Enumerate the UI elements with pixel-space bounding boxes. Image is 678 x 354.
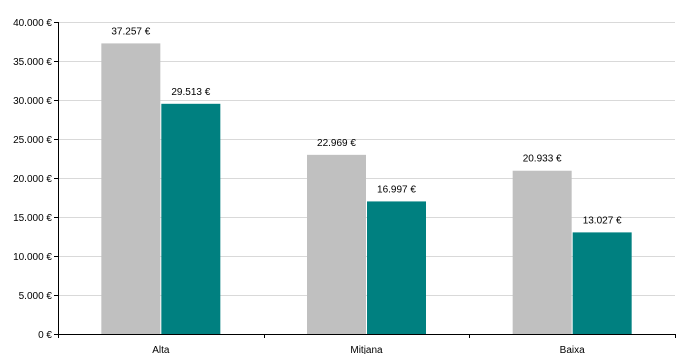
bar-alta-series-2	[161, 103, 221, 334]
data-label: 16.997 €	[377, 184, 416, 195]
y-tick-label: 0 €	[38, 330, 52, 341]
bar-mitjana-series-2	[367, 201, 426, 334]
y-tick-label: 25.000 €	[13, 135, 52, 146]
y-tick-label: 20.000 €	[13, 174, 52, 185]
bar-mitjana-series-1	[307, 154, 366, 334]
bars	[101, 43, 632, 335]
bar-alta-series-1	[101, 43, 161, 335]
y-tick-label: 15.000 €	[13, 213, 52, 224]
data-label: 20.933 €	[523, 154, 562, 165]
gridlines	[58, 22, 675, 296]
data-label: 22.969 €	[317, 138, 356, 149]
y-tick-label: 10.000 €	[13, 252, 52, 263]
y-tick-label: 40.000 €	[13, 18, 52, 29]
axes	[54, 22, 676, 338]
bar-baixa-series-1	[512, 170, 572, 334]
y-tick-label: 5.000 €	[19, 291, 53, 302]
data-label: 37.257 €	[111, 26, 150, 37]
y-tick-label: 30.000 €	[13, 96, 52, 107]
bar-baixa-series-2	[572, 232, 632, 334]
data-label: 29.513 €	[171, 87, 210, 98]
y-tick-label: 35.000 €	[13, 57, 52, 68]
data-label: 13.027 €	[583, 215, 622, 226]
x-category-label: Alta	[152, 345, 170, 354]
labels: 0 € 5.000 € 10.000 € 15.000 € 20.000 € 25.000…	[13, 18, 622, 354]
x-category-label: Mitjana	[350, 345, 383, 354]
x-category-label: Baixa	[560, 345, 585, 354]
